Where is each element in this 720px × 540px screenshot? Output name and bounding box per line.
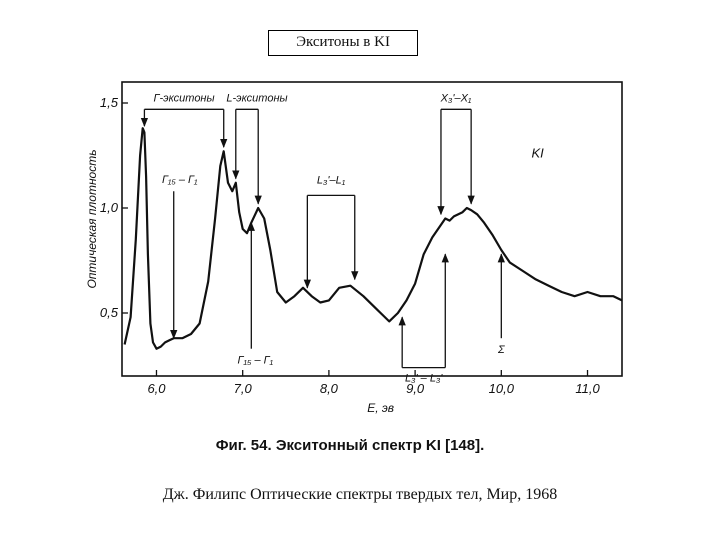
gamma15-gamma1-label-2: Г₁₅ – Г₁ <box>238 354 274 366</box>
l-bottom-label: L₃' – L₃' <box>405 373 443 385</box>
x-tick-label: 8,0 <box>320 381 339 396</box>
x-tick-label: 6,0 <box>147 381 166 396</box>
source-caption: Дж. Филипс Оптические спектры твердых те… <box>162 486 558 503</box>
x-tick-label: 7,0 <box>234 381 253 396</box>
sigma-label: Σ <box>497 344 505 356</box>
axes-layer <box>121 81 623 377</box>
curve-layer <box>123 127 623 350</box>
slide-title: Экситоны в KI <box>268 30 418 56</box>
plot-frame <box>121 81 623 377</box>
gamma15-gamma1-label-1: Г₁₅ – Г₁ <box>162 174 198 186</box>
y-axis-label: Оптическая плотность <box>85 149 99 288</box>
x-transition-label: X₃'–X₁ <box>440 92 472 104</box>
figure-caption: Фиг. 54. Экситонный спектр KI [148]. <box>216 437 485 454</box>
exciton-spectrum-chart: 6,0 7,0 8,0 9,0 10,0 11,0 0,5 1,0 1,5 E, эв Оптиче… <box>85 81 623 454</box>
y-tick-label: 1,0 <box>100 200 119 215</box>
annotation-layer <box>140 108 505 369</box>
x-tick-label: 10,0 <box>489 381 515 396</box>
spectrum-curve <box>123 127 623 350</box>
x-tick-label: 9,0 <box>406 381 425 396</box>
y-tick-label: 1,5 <box>100 95 119 110</box>
l-transition-label: L₃'–L₁ <box>317 174 346 186</box>
y-tick-label: 0,5 <box>100 305 119 320</box>
x-axis-label: E, эв <box>367 401 394 415</box>
l-excitons-label: L-экситоны <box>226 92 287 104</box>
text-layer: 6,0 7,0 8,0 9,0 10,0 11,0 0,5 1,0 1,5 E, эв Оптиче… <box>85 92 600 454</box>
gamma-excitons-label: Г-экситоны <box>154 92 215 104</box>
x-tick-label: 11,0 <box>575 381 600 396</box>
series-label: KI <box>531 146 544 161</box>
